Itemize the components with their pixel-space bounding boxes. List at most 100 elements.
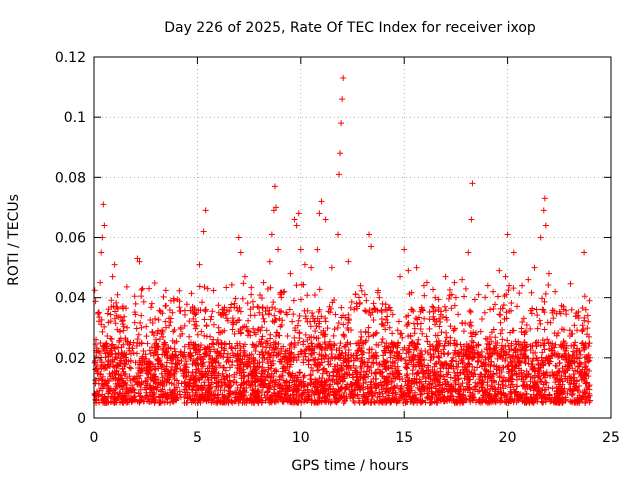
data-point-bg xyxy=(149,320,156,327)
data-point-bg xyxy=(383,340,390,347)
data-point-bg xyxy=(118,372,125,379)
data-point-bg xyxy=(338,304,345,311)
y-tick-label: 0.12 xyxy=(55,50,86,66)
data-point-bg xyxy=(256,309,263,316)
data-point-bg xyxy=(242,341,249,348)
data-point-bg xyxy=(157,308,164,315)
data-point-bg xyxy=(337,395,344,402)
data-point xyxy=(202,207,209,214)
data-point-bg xyxy=(380,322,387,329)
data-point-bg xyxy=(272,333,279,340)
data-point xyxy=(210,321,217,328)
data-point-bg xyxy=(264,286,271,293)
data-point xyxy=(138,324,145,331)
data-point-bg xyxy=(572,399,579,406)
data-point-bg xyxy=(581,293,588,300)
data-point-bg xyxy=(284,332,291,339)
data-point-bg xyxy=(290,357,297,364)
data-point-bg xyxy=(439,313,446,320)
data-point-bg xyxy=(553,371,560,378)
data-point-bg xyxy=(301,350,308,357)
data-point xyxy=(568,306,575,313)
data-point-bg xyxy=(541,298,548,305)
data-point-bg xyxy=(146,285,153,292)
data-point-bg xyxy=(506,308,513,315)
data-point-bg xyxy=(586,354,593,361)
data-point-bg xyxy=(325,376,332,383)
data-point-bg xyxy=(174,296,181,303)
data-point-bg xyxy=(534,398,541,405)
data-point-bg xyxy=(147,350,154,357)
data-point-bg xyxy=(447,323,454,330)
data-point-bg xyxy=(517,351,524,358)
data-point-bg xyxy=(316,286,323,293)
data-point-bg xyxy=(427,357,434,364)
data-point-bg xyxy=(244,378,251,385)
data-point-bg xyxy=(354,391,361,398)
data-point-bg xyxy=(454,350,461,357)
data-point-bg xyxy=(231,371,238,378)
data-point-bg xyxy=(585,343,592,350)
data-point-bg xyxy=(411,396,418,403)
data-point-bg xyxy=(166,306,173,313)
data-point-bg xyxy=(426,385,433,392)
data-point-bg xyxy=(516,359,523,366)
data-point-bg xyxy=(506,354,513,361)
data-point-bg xyxy=(397,395,404,402)
data-point xyxy=(552,288,559,295)
data-point-bg xyxy=(121,313,128,320)
data-point-bg xyxy=(297,348,304,355)
data-point-bg xyxy=(546,392,553,399)
data-point-bg xyxy=(491,349,498,356)
data-point-bg xyxy=(167,319,174,326)
data-point-bg xyxy=(103,344,110,351)
data-point-bg xyxy=(243,323,250,330)
data-point-bg xyxy=(340,332,347,339)
data-point-bg xyxy=(330,372,337,379)
data-point xyxy=(301,261,308,268)
data-point-bg xyxy=(415,336,422,343)
data-point-bg xyxy=(486,351,493,358)
data-point-bg xyxy=(340,355,347,362)
data-point-bg xyxy=(460,328,467,335)
data-point-bg xyxy=(479,388,486,395)
data-point-bg xyxy=(494,293,501,300)
data-point-bg xyxy=(95,391,102,398)
x-tick-label: 5 xyxy=(193,430,202,446)
data-point-bg xyxy=(183,372,190,379)
data-point-bg xyxy=(194,399,201,406)
data-point-bg xyxy=(508,342,515,349)
data-point xyxy=(248,291,255,298)
data-point-bg xyxy=(172,348,179,355)
data-point-bg xyxy=(227,304,234,311)
data-point-bg xyxy=(123,381,130,388)
x-tick-label: 15 xyxy=(395,430,413,446)
data-point-bg xyxy=(354,377,361,384)
data-point-bg xyxy=(291,339,298,346)
data-point-bg xyxy=(319,383,326,390)
data-point-bg xyxy=(271,383,278,390)
data-point xyxy=(432,294,439,301)
data-point-bg xyxy=(530,350,537,357)
data-point-bg xyxy=(562,373,569,380)
data-point-bg xyxy=(578,340,585,347)
data-point-bg xyxy=(464,368,471,375)
data-point-bg xyxy=(173,361,180,368)
data-point-bg xyxy=(409,306,416,313)
data-point-bg xyxy=(267,378,274,385)
data-point-bg xyxy=(190,383,197,390)
data-point-bg xyxy=(104,333,111,340)
data-point-bg xyxy=(577,351,584,358)
data-point-bg xyxy=(451,279,458,286)
data-point-bg xyxy=(269,347,276,354)
data-point-bg xyxy=(239,356,246,363)
data-point xyxy=(525,276,532,283)
data-point-bg xyxy=(244,332,251,339)
data-point-bg xyxy=(199,361,206,368)
data-point-bg xyxy=(515,360,522,367)
data-point-bg xyxy=(284,311,291,318)
data-point-bg xyxy=(567,398,574,405)
data-point-bg xyxy=(431,363,438,370)
data-point-bg xyxy=(309,367,316,374)
data-point-bg xyxy=(100,399,107,406)
